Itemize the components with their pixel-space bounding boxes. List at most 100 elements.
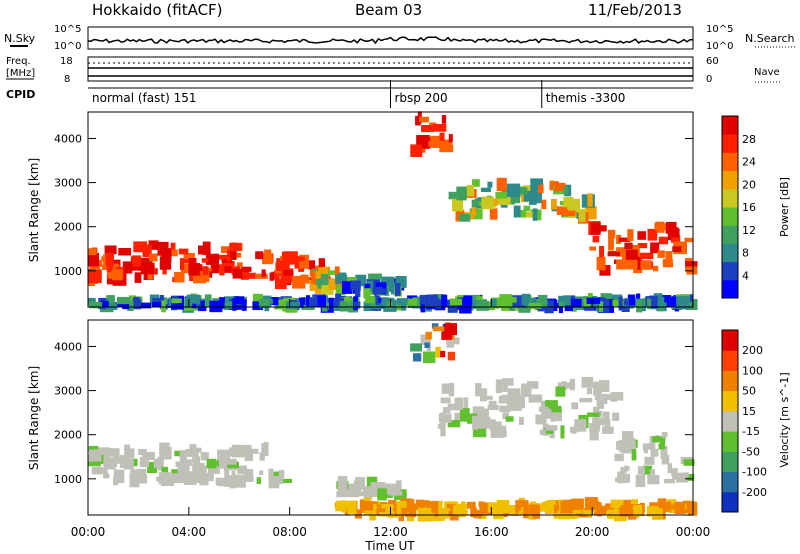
data-cell: [161, 300, 166, 313]
data-cell: [480, 187, 491, 192]
freq-label-2: [MHz]: [6, 68, 35, 79]
data-cell: [559, 301, 565, 307]
data-cell: [309, 297, 318, 308]
colorbar-tick-label: 12: [742, 224, 756, 237]
data-cell: [652, 436, 666, 443]
x-tick-label: 12:00: [373, 525, 408, 539]
velocity-colorbar: 200 100 50 15 -15 -50 -100 -200 Velocity [m s^-…: [721, 329, 791, 513]
data-cell: [268, 468, 274, 480]
data-cell: [616, 247, 625, 257]
data-cell: [620, 467, 628, 473]
data-cell: [363, 301, 372, 312]
data-cell: [388, 499, 397, 507]
data-cell: [540, 417, 547, 424]
data-cell: [646, 506, 659, 517]
data-cell: [637, 243, 648, 249]
data-cell: [227, 249, 232, 262]
data-cell: [88, 301, 97, 306]
data-cell: [364, 296, 375, 304]
data-cell: [474, 199, 479, 206]
data-cell: [124, 460, 134, 470]
data-cell: [129, 473, 140, 488]
data-cell: [466, 184, 475, 197]
data-cell: [446, 339, 455, 348]
data-cell: [636, 299, 643, 313]
data-cell: [259, 452, 265, 461]
freq-tick-top: 18: [60, 56, 73, 67]
data-cell: [497, 195, 511, 205]
data-cell: [633, 266, 643, 274]
data-cell: [227, 461, 239, 469]
data-cell: [307, 260, 316, 270]
data-cell: [395, 276, 407, 288]
power-colorbar: 28 24 20 16 12 8 4 Power [dB]: [721, 115, 791, 299]
colorbar-tick-label: 200: [742, 344, 763, 357]
colorbar-swatch: [722, 170, 738, 190]
data-cell: [581, 376, 594, 388]
data-cell: [259, 470, 264, 475]
data-cell: [550, 415, 556, 422]
data-cell: [459, 214, 471, 222]
data-cell: [299, 254, 310, 269]
data-cell: [89, 445, 99, 451]
data-cell: [133, 241, 147, 253]
data-cell: [621, 431, 634, 443]
data-cell: [441, 115, 447, 124]
data-cell: [495, 192, 508, 199]
data-cell: [579, 397, 593, 403]
data-cell: [476, 300, 490, 311]
cpid-segment-label: normal (fast) 151: [92, 91, 196, 105]
data-cell: [487, 502, 497, 513]
data-cell: [519, 416, 524, 425]
data-cell: [91, 466, 102, 475]
data-cell: [347, 500, 357, 514]
data-cell: [373, 296, 379, 308]
data-cell: [627, 229, 634, 241]
data-cell: [450, 298, 463, 306]
data-cell: [557, 382, 571, 389]
data-cell: [231, 247, 237, 260]
data-cell: [654, 223, 668, 231]
data-cell: [623, 299, 628, 306]
data-cell: [223, 460, 237, 465]
data-cell: [174, 450, 181, 457]
data-cell: [421, 136, 431, 149]
data-cell: [472, 415, 478, 430]
data-cell: [423, 351, 436, 364]
data-cell: [103, 254, 108, 269]
data-cell: [419, 116, 429, 123]
data-cell: [394, 301, 405, 311]
data-cell: [487, 404, 499, 411]
data-cell: [479, 502, 493, 515]
data-cell: [224, 302, 236, 309]
data-cell: [122, 299, 130, 310]
data-cell: [594, 387, 602, 400]
data-cell: [356, 509, 362, 515]
data-cell: [574, 419, 587, 432]
data-cell: [596, 256, 606, 271]
data-cell: [661, 432, 668, 438]
data-cell: [471, 179, 480, 187]
colorbar-swatch: [722, 225, 738, 244]
data-cell: [237, 465, 247, 475]
data-cell: [292, 275, 306, 289]
data-cell: [456, 186, 467, 201]
data-cell: [667, 463, 672, 474]
data-cell: [525, 211, 534, 218]
data-cell: [232, 298, 237, 311]
data-cell: [256, 477, 262, 484]
data-cell: [439, 132, 445, 141]
colorbar-tick-label: -15: [742, 425, 760, 438]
data-cell: [396, 505, 402, 516]
data-cell: [421, 500, 430, 507]
data-cell: [664, 478, 675, 484]
data-cell: [258, 299, 270, 309]
data-cell: [616, 259, 627, 270]
data-cell: [602, 426, 614, 434]
data-cell: [669, 296, 683, 307]
data-cell: [426, 294, 438, 307]
data-cell: [88, 454, 102, 462]
data-cell: [507, 396, 514, 409]
colorbar-tick-label: 24: [742, 156, 756, 169]
data-cell: [111, 247, 116, 254]
